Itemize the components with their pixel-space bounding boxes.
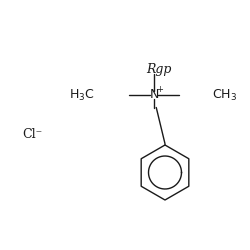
Text: $\mathrm{N}$: $\mathrm{N}$ <box>149 88 159 102</box>
Text: +: + <box>156 85 163 94</box>
Text: Cl⁻: Cl⁻ <box>22 128 42 141</box>
Text: $\mathrm{H_3C}$: $\mathrm{H_3C}$ <box>70 88 95 102</box>
Text: Rgp: Rgp <box>146 64 172 76</box>
Text: $\mathrm{CH_3}$: $\mathrm{CH_3}$ <box>212 88 238 102</box>
